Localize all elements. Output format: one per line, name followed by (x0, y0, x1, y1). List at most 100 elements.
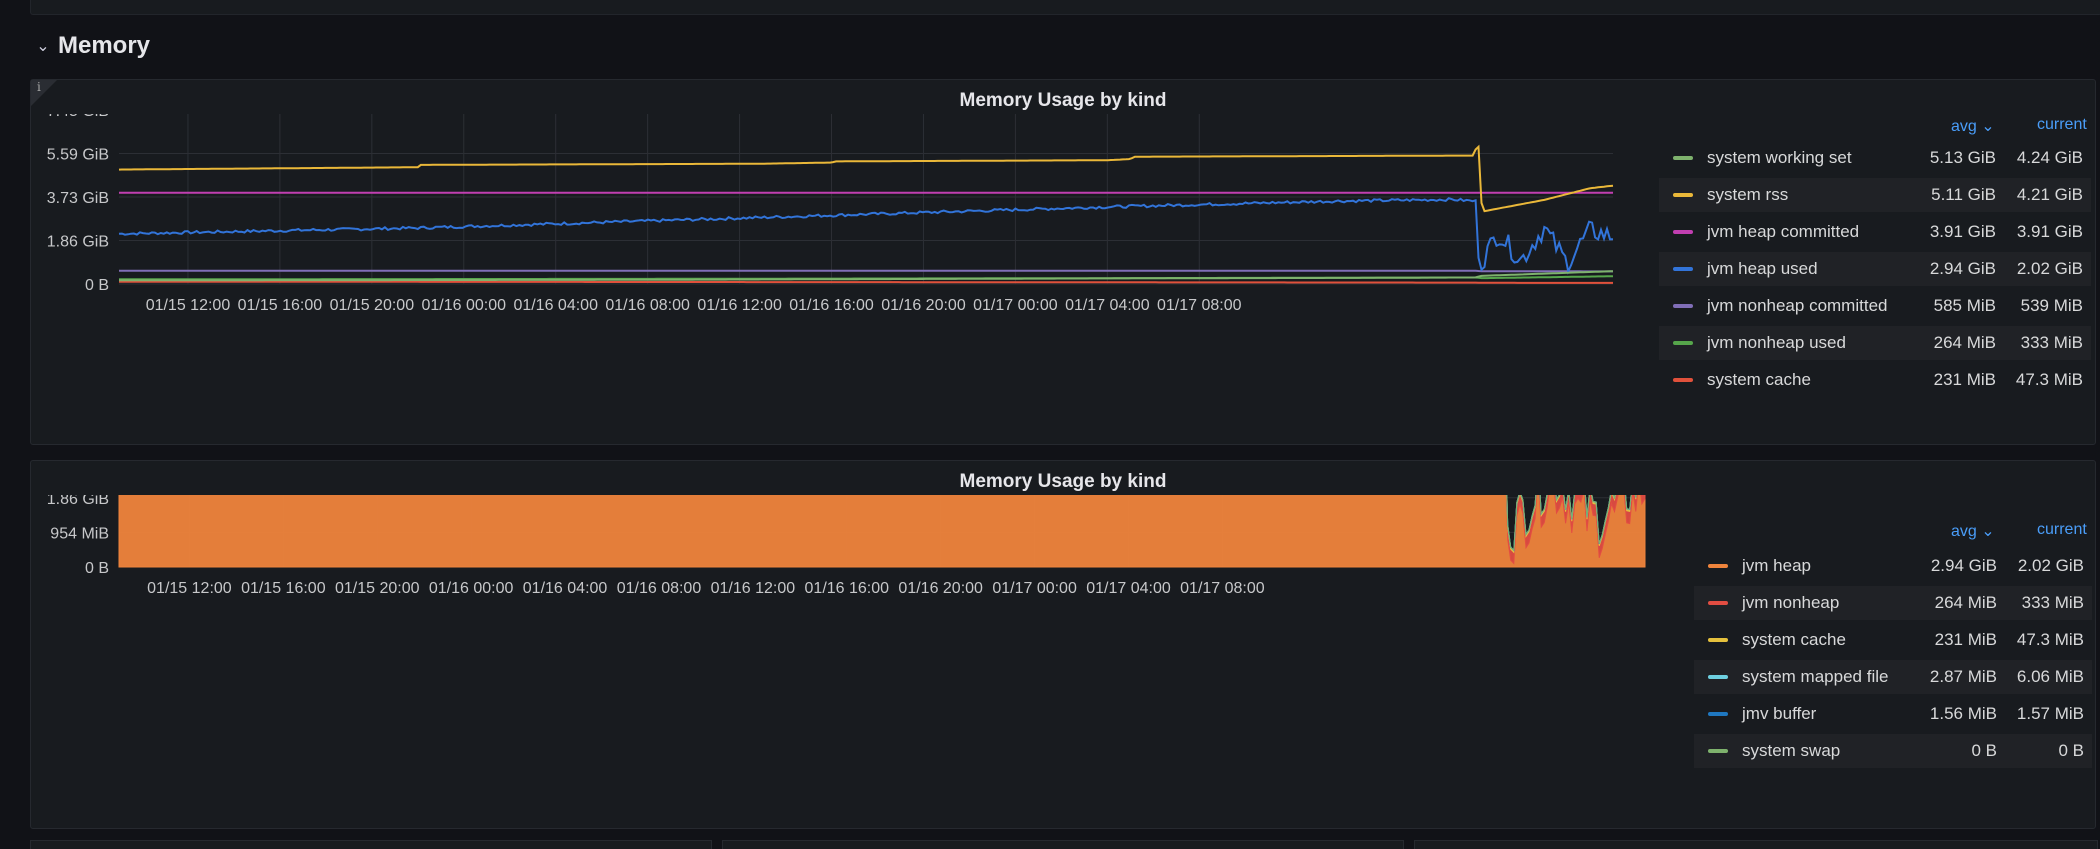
legend-item-avg: 2.87 MiB (1929, 667, 1997, 686)
legend-swatch (1708, 712, 1728, 716)
legend-item-current: 539 MiB (2020, 296, 2083, 315)
series-line-jvm-heap-used[interactable] (118, 197, 1614, 275)
legend-swatch (1708, 564, 1728, 568)
series-line-system-cache[interactable] (119, 280, 1613, 284)
x-tick-label: 01/16 00:00 (429, 580, 514, 597)
legend-item[interactable]: jvm nonheap 264 MiB 333 MiB (1694, 586, 2092, 620)
panel-title: Memory Usage by kind (959, 471, 1167, 492)
legend-item[interactable]: system mapped file 2.87 MiB 6.06 MiB (1694, 660, 2092, 694)
memory-usage-panel-stacked[interactable]: Memory Usage by kind 0 B 954 MiB 1.86 GiB 2… (30, 460, 2096, 829)
legend-item-name[interactable]: jvm heap (1742, 556, 1811, 575)
legend-item-current: 0 B (2058, 741, 2084, 760)
legend-swatch (1708, 638, 1728, 642)
legend-item[interactable]: system swap 0 B 0 B (1694, 734, 2092, 768)
next-panel-edge (722, 840, 1404, 849)
x-tick-label: 01/17 08:00 (1180, 580, 1265, 597)
y-tick-label: 7.45 GiB (47, 114, 109, 120)
legend-item[interactable]: jvm heap used 2.94 GiB 2.02 GiB (1659, 252, 2091, 286)
series-area-jvm-heap[interactable] (118, 495, 1646, 568)
memory-usage-panel-lines[interactable]: i Memory Usage by kind 0 B 1.86 GiB 3.73 G… (30, 79, 2096, 445)
series-line-system-working-set[interactable] (119, 270, 1614, 282)
legend-item-current: 47.3 MiB (2016, 630, 2084, 649)
legend-swatch (1673, 156, 1693, 160)
x-tick-label: 01/15 16:00 (238, 297, 323, 314)
legend-item-name[interactable]: jvm nonheap (1742, 593, 1840, 612)
legend-item-avg: 3.91 GiB (1929, 222, 1996, 241)
legend-swatch (1673, 267, 1693, 271)
legend-swatch (1673, 304, 1693, 308)
legend-current-header[interactable]: current (2037, 521, 2087, 538)
x-tick-label: 01/15 20:00 (335, 580, 420, 597)
legend-item-name[interactable]: system working set (1707, 148, 1852, 167)
legend-item[interactable]: jmv buffer 1.56 MiB 1.57 MiB (1694, 697, 2092, 731)
chevron-down-icon[interactable]: ⌄ (36, 38, 50, 55)
y-tick-label: 1.86 GiB (47, 495, 109, 508)
panel-title: Memory Usage by kind (959, 90, 1167, 111)
legend-item-avg: 231 MiB (1933, 370, 1996, 389)
legend-item-current: 2.02 GiB (2016, 259, 2083, 278)
y-tick-label: 3.73 GiB (47, 190, 109, 207)
legend-item-current: 1.57 MiB (2016, 704, 2084, 723)
legend-item-avg: 2.94 GiB (1929, 259, 1996, 278)
legend-item[interactable]: system working set 5.13 GiB 4.24 GiB (1659, 141, 2091, 175)
legend-item-name[interactable]: jvm heap used (1707, 259, 1818, 278)
legend-swatch (1673, 193, 1693, 197)
legend-item-avg: 0 B (1971, 741, 1997, 760)
x-tick-label: 01/16 08:00 (605, 297, 690, 314)
legend-item[interactable]: system cache 231 MiB 47.3 MiB (1694, 623, 2092, 657)
legend-item-name[interactable]: system rss (1707, 185, 1789, 204)
legend-item-current: 3.91 GiB (2016, 222, 2083, 241)
y-tick-label: 954 MiB (50, 525, 109, 542)
legend-item-avg: 264 MiB (1934, 593, 1997, 612)
legend-swatch (1708, 601, 1728, 605)
x-tick-label: 01/16 16:00 (805, 580, 890, 597)
x-tick-label: 01/16 12:00 (697, 297, 782, 314)
x-tick-label: 01/15 20:00 (330, 297, 415, 314)
legend-item[interactable]: system cache 231 MiB 47.3 MiB (1659, 363, 2091, 397)
legend-item-current: 4.21 GiB (2016, 185, 2083, 204)
legend-item-name[interactable]: system cache (1742, 630, 1846, 649)
legend-avg-header[interactable]: avg ⌄ (1951, 118, 1995, 135)
legend-item-name[interactable]: jvm nonheap committed (1707, 296, 1888, 315)
x-tick-label: 01/16 20:00 (898, 580, 983, 597)
legend-item[interactable]: system rss 5.11 GiB 4.21 GiB (1659, 178, 2091, 212)
legend-item-name[interactable]: jmv buffer (1742, 704, 1817, 723)
x-tick-label: 01/17 04:00 (1086, 580, 1171, 597)
x-tick-label: 01/17 00:00 (973, 297, 1058, 314)
y-tick-label: 5.59 GiB (47, 147, 109, 164)
x-tick-label: 01/16 04:00 (523, 580, 608, 597)
legend-item-current: 2.02 GiB (2017, 556, 2084, 575)
next-panel-edge (30, 840, 712, 849)
legend-item[interactable]: jvm nonheap used 264 MiB 333 MiB (1659, 326, 2091, 360)
legend-item-name[interactable]: system mapped file (1742, 667, 1889, 686)
legend-item-name[interactable]: jvm nonheap used (1707, 333, 1846, 352)
row-title: Memory (58, 32, 151, 59)
line-chart[interactable]: 0 B 1.86 GiB 3.73 GiB 5.59 GiB 7.45 GiB 01/15… (31, 114, 1631, 444)
x-tick-label: 01/16 00:00 (422, 297, 507, 314)
series-line-system-rss[interactable] (118, 144, 1614, 213)
x-tick-label: 01/16 04:00 (513, 297, 598, 314)
x-tick-label: 01/16 12:00 (711, 580, 796, 597)
legend-item-name[interactable]: jvm heap committed (1707, 222, 1860, 241)
next-panel-edge (1414, 840, 2098, 849)
x-tick-label: 01/16 08:00 (617, 580, 702, 597)
legend-item[interactable]: jvm heap 2.94 GiB 2.02 GiB (1694, 549, 2092, 583)
legend-avg-header[interactable]: avg ⌄ (1951, 523, 1995, 540)
legend-item[interactable]: jvm heap committed 3.91 GiB 3.91 GiB (1659, 215, 2091, 249)
x-tick-label: 01/17 00:00 (992, 580, 1077, 597)
legend-item-name[interactable]: system swap (1742, 741, 1841, 760)
previous-row-panel-edge (30, 0, 2100, 15)
series-line-jvm-nonheap-committed[interactable] (119, 269, 1613, 273)
x-tick-label: 01/17 08:00 (1157, 297, 1242, 314)
row-header-memory[interactable]: ⌄ Memory (36, 30, 150, 62)
series-area-jvm-nonheap[interactable] (119, 495, 1646, 565)
chart-legend: avg ⌄ current system working set 5.13 GiB… (1659, 116, 2091, 416)
legend-current-header[interactable]: current (2037, 116, 2087, 133)
legend-item-avg: 585 MiB (1933, 296, 1996, 315)
legend-item-name[interactable]: system cache (1707, 370, 1811, 389)
legend-item-current: 333 MiB (2021, 593, 2084, 612)
panel-info-icon[interactable]: i (31, 80, 57, 106)
legend-item[interactable]: jvm nonheap committed 585 MiB 539 MiB (1659, 289, 2091, 323)
y-tick-label: 0 B (85, 277, 109, 294)
